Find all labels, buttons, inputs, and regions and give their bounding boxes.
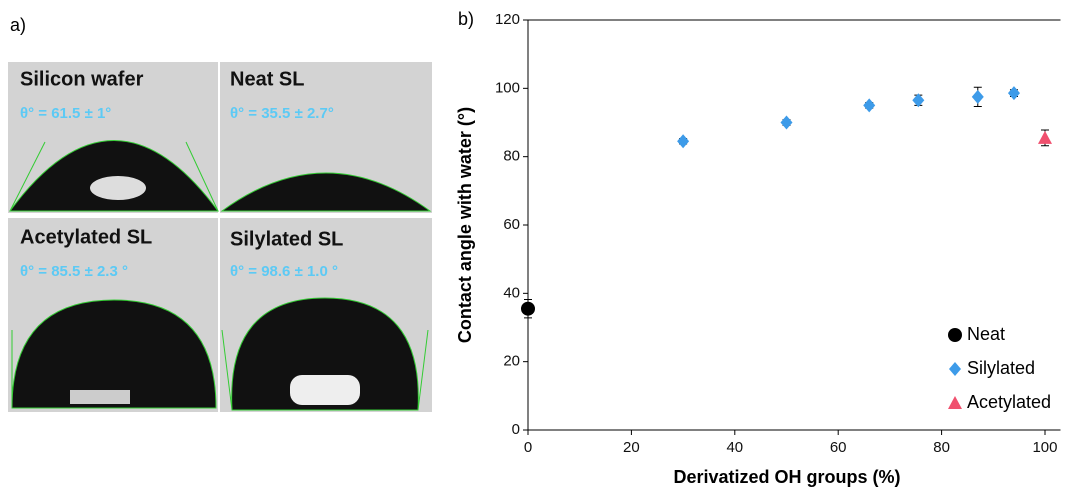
x-tick-label: 100: [1032, 439, 1057, 456]
image-title: Neat SL: [230, 68, 304, 90]
droplet: [231, 297, 419, 411]
x-tick-label: 40: [726, 439, 743, 456]
point: [1007, 86, 1020, 101]
panel-label: b): [458, 9, 474, 29]
image-angle: θ° = 98.6 ± 1.0 °: [230, 263, 338, 280]
y-tick-label: 100: [495, 79, 520, 96]
y-tick-label: 0: [512, 421, 520, 438]
legend-label: Silylated: [967, 358, 1035, 378]
y-tick-label: 60: [503, 216, 520, 233]
y-tick-label: 120: [495, 11, 520, 28]
x-tick-label: 0: [524, 439, 532, 456]
point: [1037, 130, 1052, 144]
y-tick-label: 80: [503, 148, 520, 165]
point: [780, 115, 793, 130]
reflection: [90, 176, 146, 200]
point: [677, 134, 690, 149]
point: [863, 98, 876, 113]
image-angle: θ° = 35.5 ± 2.7°: [230, 105, 334, 122]
x-tick-label: 20: [623, 439, 640, 456]
droplet: [11, 299, 217, 409]
image-title: Silicon wafer: [20, 68, 144, 90]
image-title: Silylated SL: [230, 228, 343, 250]
x-tick-label: 60: [830, 439, 847, 456]
y-axis-label: Contact angle with water (°): [455, 107, 475, 343]
tangent: [417, 329, 429, 411]
y-tick-label: 20: [503, 353, 520, 370]
point: [912, 93, 925, 108]
x-axis-label: Derivatized OH groups (%): [673, 467, 900, 487]
droplet: [9, 140, 219, 212]
tangent: [9, 141, 46, 212]
legend-label: Neat: [967, 324, 1005, 344]
image-title: Acetylated SL: [20, 226, 152, 248]
panel-label: a): [10, 15, 26, 35]
legend-label: Acetylated: [967, 392, 1051, 412]
image-angle: θ° = 85.5 ± 2.3 °: [20, 263, 128, 280]
legend-marker: [949, 362, 961, 376]
reflection: [70, 390, 130, 404]
image-angle: θ° = 61.5 ± 1°: [20, 105, 111, 122]
legend-marker: [948, 396, 962, 409]
droplet: [220, 172, 432, 212]
x-tick-label: 80: [933, 439, 950, 456]
point: [971, 89, 984, 104]
legend-marker: [948, 328, 962, 342]
y-tick-label: 40: [503, 284, 520, 301]
droplet-images: Silicon wafer θ° = 61.5 ± 1° Neat SL θ° …: [8, 62, 432, 412]
tangent: [185, 141, 219, 212]
point: [521, 301, 535, 316]
tangent: [221, 329, 233, 411]
reflection: [290, 375, 360, 405]
